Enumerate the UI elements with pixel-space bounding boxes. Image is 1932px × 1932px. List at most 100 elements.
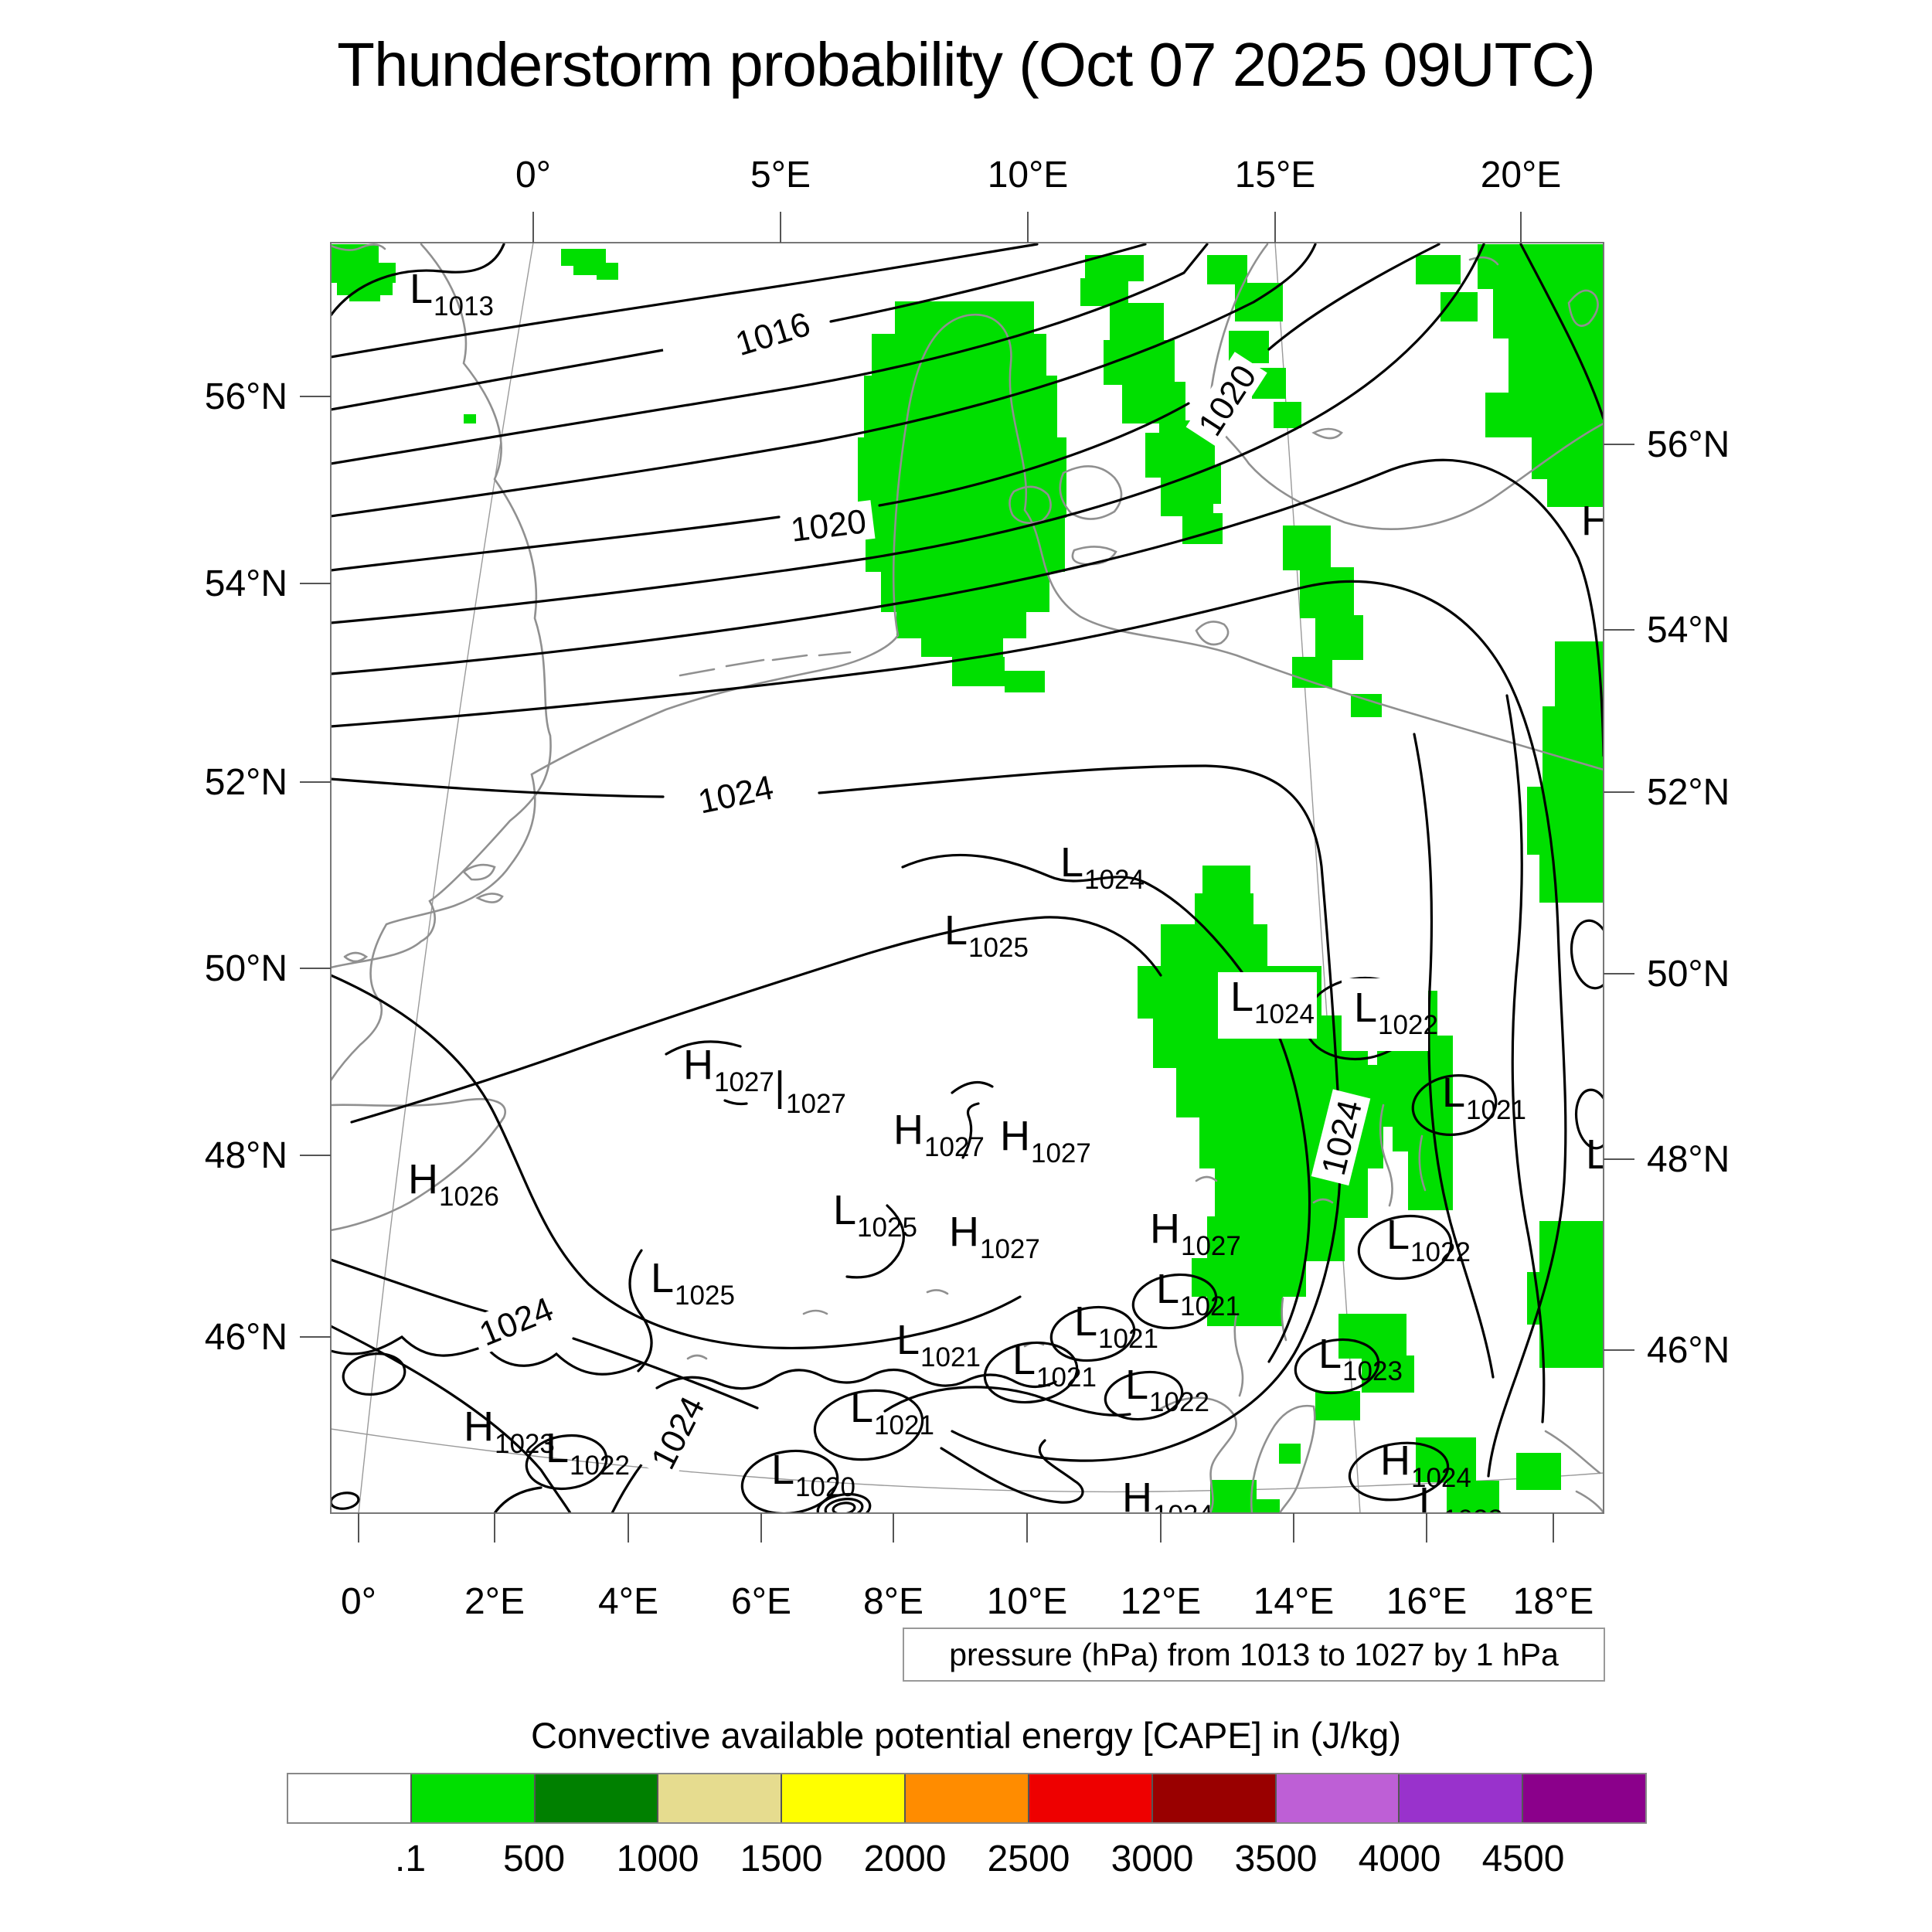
cape-colorbar-label: 3000 <box>1111 1838 1194 1879</box>
pressure-range-caption: pressure (hPa) from 1013 to 1027 by 1 hP… <box>903 1628 1605 1682</box>
axis-tick-label: 6°E <box>731 1581 791 1622</box>
pressure-center-label: H1027 <box>1000 1113 1091 1168</box>
coastline <box>331 773 536 1082</box>
isobar-contour <box>331 243 1039 359</box>
cape-shaded-area <box>1485 393 1603 437</box>
isobar-contour <box>901 853 1311 1363</box>
cape-shaded-area <box>1416 255 1461 284</box>
cape-colorbar-label: 500 <box>502 1838 566 1879</box>
axis-tick-label: 54°N <box>1647 610 1730 651</box>
pressure-center-label: H1026 <box>408 1156 499 1212</box>
coastline <box>1195 621 1230 646</box>
axis-tick-label: 48°N <box>205 1135 287 1176</box>
cape-colorbar-cell <box>1152 1774 1277 1822</box>
axis-tick-label: 15°E <box>1235 155 1316 196</box>
axis-tick-label: 46°N <box>1647 1330 1730 1371</box>
pressure-center-label: L1021 <box>896 1317 981 1372</box>
pressure-center-label: L1021 <box>1074 1298 1158 1354</box>
cape-colorbar-label: 1000 <box>616 1838 699 1879</box>
pressure-center-label: H1027 <box>893 1107 985 1162</box>
cape-shaded-area <box>1532 434 1603 479</box>
coastline <box>1158 1396 1237 1513</box>
svg-text:1016: 1016 <box>731 305 815 363</box>
axis-tick-label: 10°E <box>988 155 1069 196</box>
cape-shaded-area <box>1195 893 1253 927</box>
pressure-center-label: |1027 <box>774 1063 846 1119</box>
cape-colorbar-labels: .1 500 1000 1500 2000 2500 3000 3500 4000 4500 <box>287 1838 1647 1881</box>
coastline <box>686 1354 708 1360</box>
isobar-closed-contour <box>983 1341 1079 1404</box>
isobar-contour <box>845 1204 905 1279</box>
cape-shaded-area <box>1547 476 1603 507</box>
isobar-contour <box>493 1486 543 1513</box>
cape-shaded-area <box>331 263 396 283</box>
cape-shaded-area <box>1279 1444 1301 1464</box>
isobar-contour <box>961 1102 980 1159</box>
axis-tick-label: 16°E <box>1386 1581 1468 1622</box>
pressure-center-label: L1022 <box>1125 1362 1209 1417</box>
isobar-closed-contour <box>1570 919 1604 990</box>
axis-tick-label: 48°N <box>1647 1139 1730 1180</box>
svg-text:1024: 1024 <box>644 1390 712 1475</box>
cape-shaded-area <box>1110 303 1164 343</box>
cape-shaded-area <box>1338 1314 1406 1359</box>
cape-shaded-area <box>895 301 1034 337</box>
isobar-contour <box>951 1080 994 1094</box>
cape-shaded-area <box>1161 924 1267 969</box>
cape-shaded-area <box>921 635 1003 657</box>
isobar-closed-contour <box>1357 1214 1453 1281</box>
isobar-contour <box>655 1368 1057 1390</box>
pressure-center-label: H1027 <box>683 1042 774 1097</box>
cape-shaded-area <box>1315 615 1363 660</box>
cape-colorbar-cell <box>535 1774 659 1822</box>
cape-shaded-area <box>1315 1391 1360 1420</box>
cape-shaded-area <box>597 272 618 280</box>
cape-shaded-area <box>1539 852 1603 903</box>
coastline <box>1209 243 1604 530</box>
isobar-contour <box>331 458 1604 757</box>
contour-value-label: 1020 <box>781 500 876 549</box>
coastline <box>475 893 504 903</box>
cape-colorbar-label: .1 <box>394 1838 427 1879</box>
map-frame <box>330 242 1604 1514</box>
cape-colorbar <box>287 1773 1647 1824</box>
cape-shaded-area <box>561 249 606 266</box>
cape-shaded-area <box>1122 382 1185 423</box>
isobar-contour <box>331 243 1147 411</box>
label-background <box>1342 978 1428 1051</box>
cape-shaded-area <box>1283 526 1331 570</box>
isobar-contour <box>331 1325 572 1513</box>
cape-shaded-area <box>896 609 1026 638</box>
axis-tick-label: 18°E <box>1513 1581 1594 1622</box>
isobar-closed-contour <box>525 1434 608 1491</box>
isobar-contour <box>331 243 1485 624</box>
coastline <box>1379 1104 1393 1207</box>
pressure-center-label: H1027 <box>949 1209 1040 1264</box>
isobar-contour <box>331 243 1209 465</box>
coastline <box>1195 1175 1218 1182</box>
coastline <box>331 243 552 969</box>
cape-shaded-area <box>1207 1295 1283 1326</box>
cape-colorbar-cell <box>1029 1774 1153 1822</box>
pressure-range-text: pressure (hPa) from 1013 to 1027 by 1 hP… <box>949 1636 1559 1672</box>
svg-text:1020: 1020 <box>788 502 868 549</box>
label-background <box>1218 972 1317 1039</box>
axis-tick-label: 4°E <box>598 1581 658 1622</box>
cape-shaded-area <box>1192 1258 1306 1297</box>
coastline <box>1250 1404 1316 1513</box>
cape-colorbar-label: 3500 <box>1234 1838 1318 1879</box>
isobar-contour <box>331 243 505 317</box>
cape-shaded-area <box>858 437 1066 518</box>
axis-tick-label: 10°E <box>987 1581 1068 1622</box>
coastline <box>1281 1297 1287 1342</box>
cape-colorbar-cell <box>658 1774 783 1822</box>
pressure-center-label: L1013 <box>410 266 494 321</box>
pressure-center-label: L1025 <box>833 1187 917 1243</box>
coastline <box>1418 1134 1427 1192</box>
coastline <box>1009 485 1052 524</box>
isobar-closed-contour <box>1131 1273 1218 1330</box>
cape-shaded-area <box>1516 1453 1561 1490</box>
pressure-center-label: L <box>1586 1131 1609 1178</box>
isobar-closed-contour <box>824 1498 864 1513</box>
